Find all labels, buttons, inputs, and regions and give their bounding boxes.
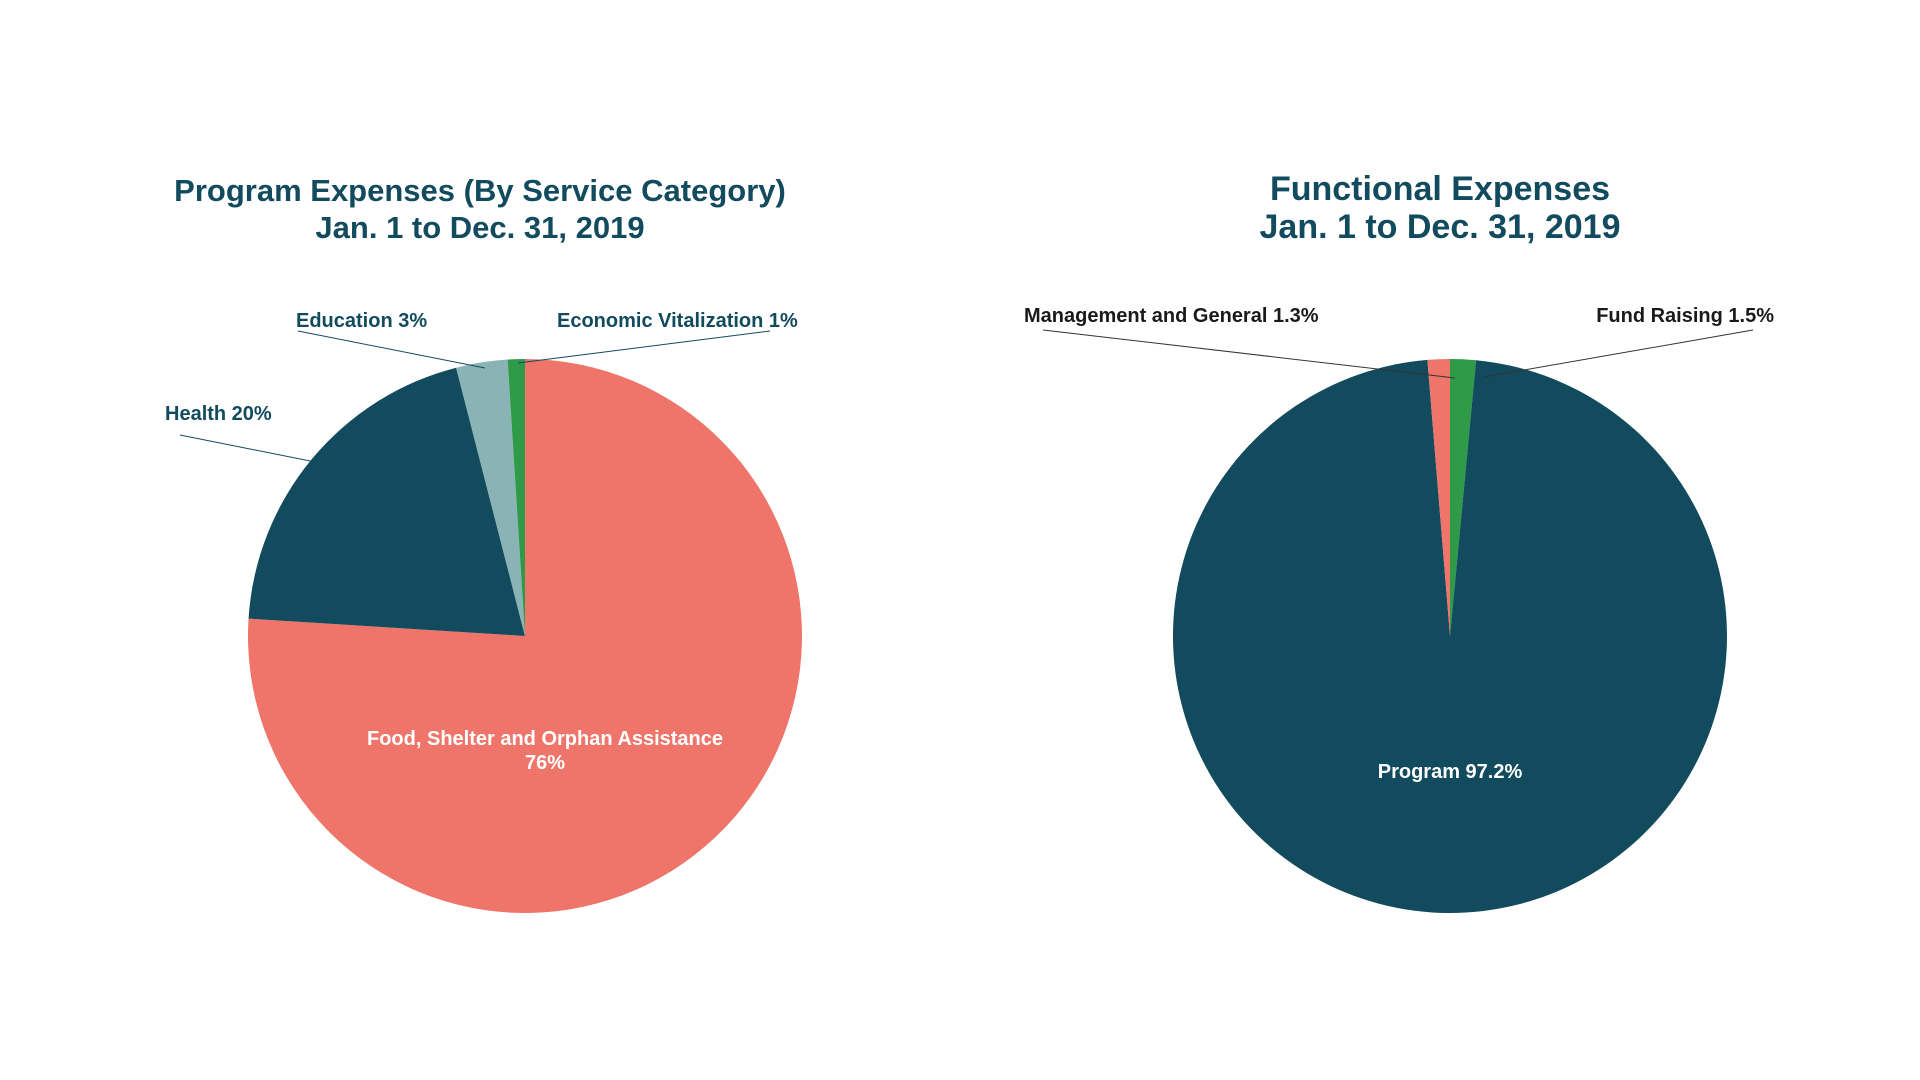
- slice-labels: Fund Raising 1.5% Program 97.2% Management…: [1024, 305, 1774, 783]
- slice-label-education: Education 3%: [296, 310, 427, 332]
- leader-line-education: [297, 330, 486, 369]
- pie-slice-food-shelter-and-orphan-assistance: [248, 359, 803, 913]
- pie-slice-education: [456, 359, 525, 636]
- slice-label-fund-raising: Fund Raising 1.5%: [1596, 305, 1774, 327]
- leader-line-management-and-general: [1042, 329, 1456, 379]
- chart-title: Program Expenses (By Service Category) J…: [0, 172, 960, 246]
- chart-title-line-2: Jan. 1 to Dec. 31, 2019: [1259, 208, 1621, 246]
- slice-label-health: Health 20%: [165, 403, 272, 425]
- slice-label-management-and-general: Management and General 1.3%: [1024, 305, 1319, 327]
- pie-slice-program: [1172, 359, 1727, 913]
- slice-label-food-shelter-and-orphan-assistance: 76%: [525, 752, 565, 774]
- chart-title-line-1: Program Expenses (By Service Category): [174, 173, 786, 208]
- slice-label-economic-vitalization: Economic Vitalization 1%: [557, 310, 798, 332]
- leader-lines: [179, 330, 771, 473]
- leader-lines: [1042, 329, 1754, 379]
- pie-slices: [1172, 359, 1727, 913]
- leader-line-economic-vitalization: [517, 330, 771, 364]
- chart-title-line-2: Jan. 1 to Dec. 31, 2019: [315, 210, 645, 245]
- pie-slice-economic-vitalization: [507, 359, 525, 636]
- program-expenses-chart: Program Expenses (By Service Category) J…: [0, 172, 960, 913]
- pie-slice-fund-raising: [1450, 359, 1477, 636]
- slice-label-program: Program 97.2%: [1378, 761, 1523, 783]
- pie-slice-management-and-general: [1427, 359, 1450, 636]
- pie-slices: [248, 359, 803, 913]
- leader-line-fund-raising: [1483, 329, 1754, 378]
- slice-label-food-shelter-and-orphan-assistance: Food, Shelter and Orphan Assistance: [367, 728, 723, 750]
- leader-line-health: [179, 434, 366, 473]
- pie-chart: Fund Raising 1.5% Program 97.2% Management…: [1024, 305, 1774, 913]
- functional-expenses-chart: Functional Expenses Jan. 1 to Dec. 31, 2…: [960, 0, 1920, 1080]
- chart-title-line-1: Functional Expenses: [1269, 170, 1611, 208]
- pie-slice-health: [248, 367, 526, 636]
- chart-title: Functional Expenses Jan. 1 to Dec. 31, 2…: [960, 170, 1920, 246]
